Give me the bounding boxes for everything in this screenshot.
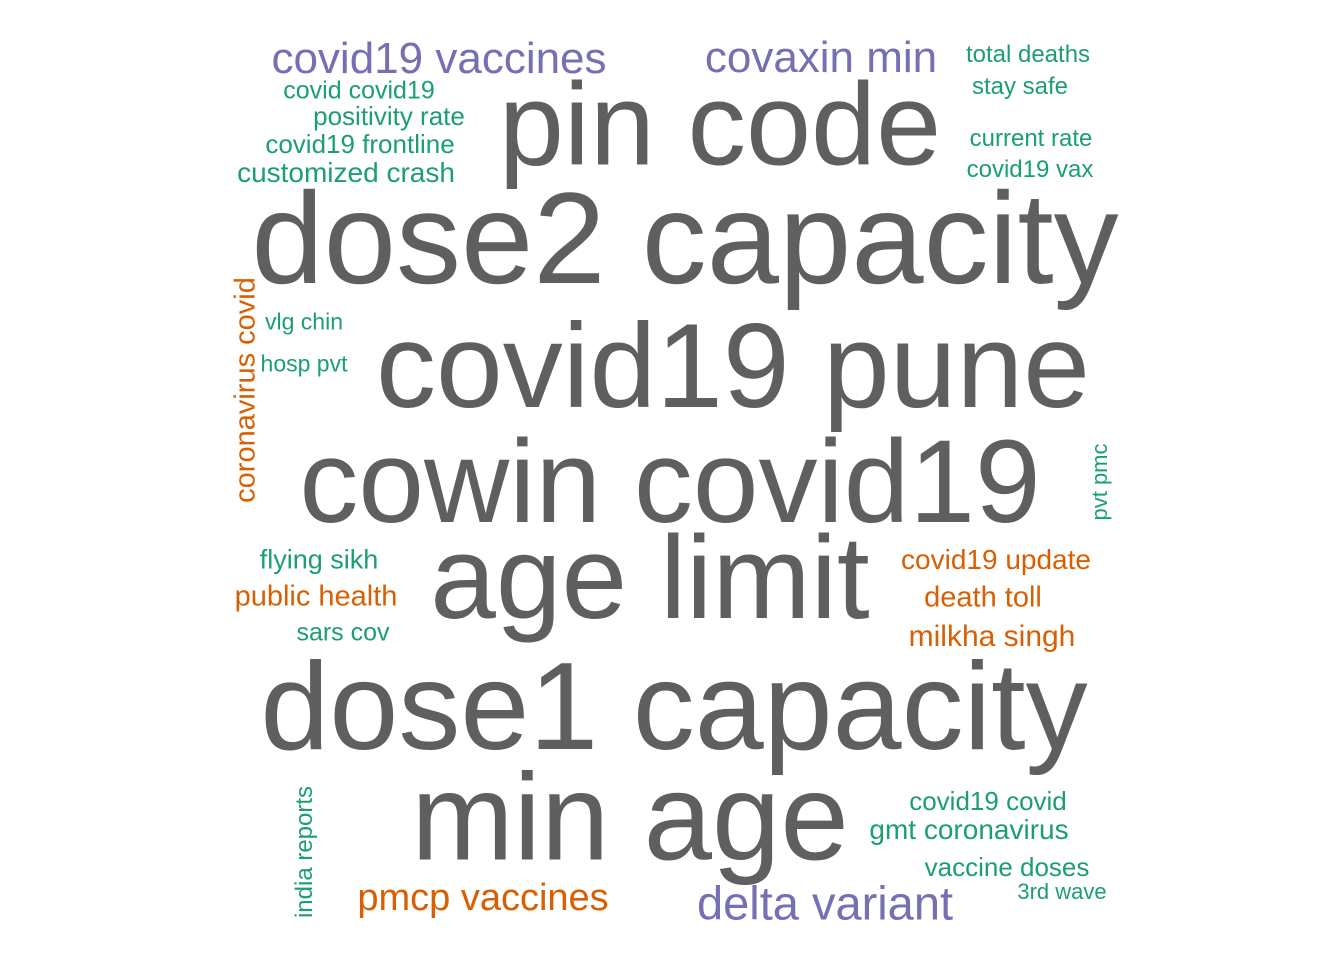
word-positivity-rate: positivity rate	[313, 101, 465, 131]
word-covid19-covid: covid19 covid	[909, 786, 1067, 816]
word-cowin-covid19: cowin covid19	[299, 416, 1041, 548]
word-coronavirus-covid: coronavirus covid	[229, 277, 262, 503]
word-covaxin-min: covaxin min	[704, 33, 938, 82]
word-gmt-coronavirus: gmt coronavirus	[869, 814, 1069, 845]
word-india-reports: india reports	[291, 785, 318, 919]
word-hosp-pvt: hosp pvt	[260, 350, 348, 377]
word-current-rate: current rate	[969, 125, 1093, 152]
word-customized-crash: customized crash	[237, 157, 455, 188]
word-death-toll: death toll	[924, 581, 1042, 614]
word-flying-sikh: flying sikh	[259, 544, 379, 575]
word-covid19-vaccines: covid19 vaccines	[271, 34, 607, 83]
word-covid19-update: covid19 update	[901, 544, 1091, 575]
word-vlg-chin: vlg chin	[265, 308, 343, 335]
word-dose2-capacity: dose2 capacity	[251, 165, 1119, 311]
word-3rd-wave: 3rd wave	[1017, 879, 1107, 904]
word-covid19-pune: covid19 pune	[376, 299, 1090, 433]
word-milkha-singh: milkha singh	[908, 620, 1076, 653]
word-public-health: public health	[234, 580, 398, 613]
word-min-age: min age	[411, 749, 849, 887]
word-delta-variant: delta variant	[696, 876, 954, 930]
word-stay-safe: stay safe	[971, 73, 1069, 100]
word-covid19-frontline: covid19 frontline	[265, 129, 455, 159]
word-total-deaths: total deaths	[965, 41, 1091, 68]
word-pin-code: pin code	[498, 58, 942, 190]
word-covid19-vax: covid19 vax	[966, 156, 1094, 183]
word-vaccine-doses: vaccine doses	[924, 852, 1090, 882]
word-covid-covid19: covid covid19	[283, 76, 435, 105]
word-age-limit: age limit	[430, 512, 870, 644]
word-sars-cov: sars cov	[296, 618, 390, 647]
word-dose1-capacity: dose1 capacity	[260, 638, 1088, 776]
word-pvt-pmc: pvt pmc	[1087, 443, 1112, 521]
word-pmcp-vaccines: pmcp vaccines	[357, 877, 609, 919]
